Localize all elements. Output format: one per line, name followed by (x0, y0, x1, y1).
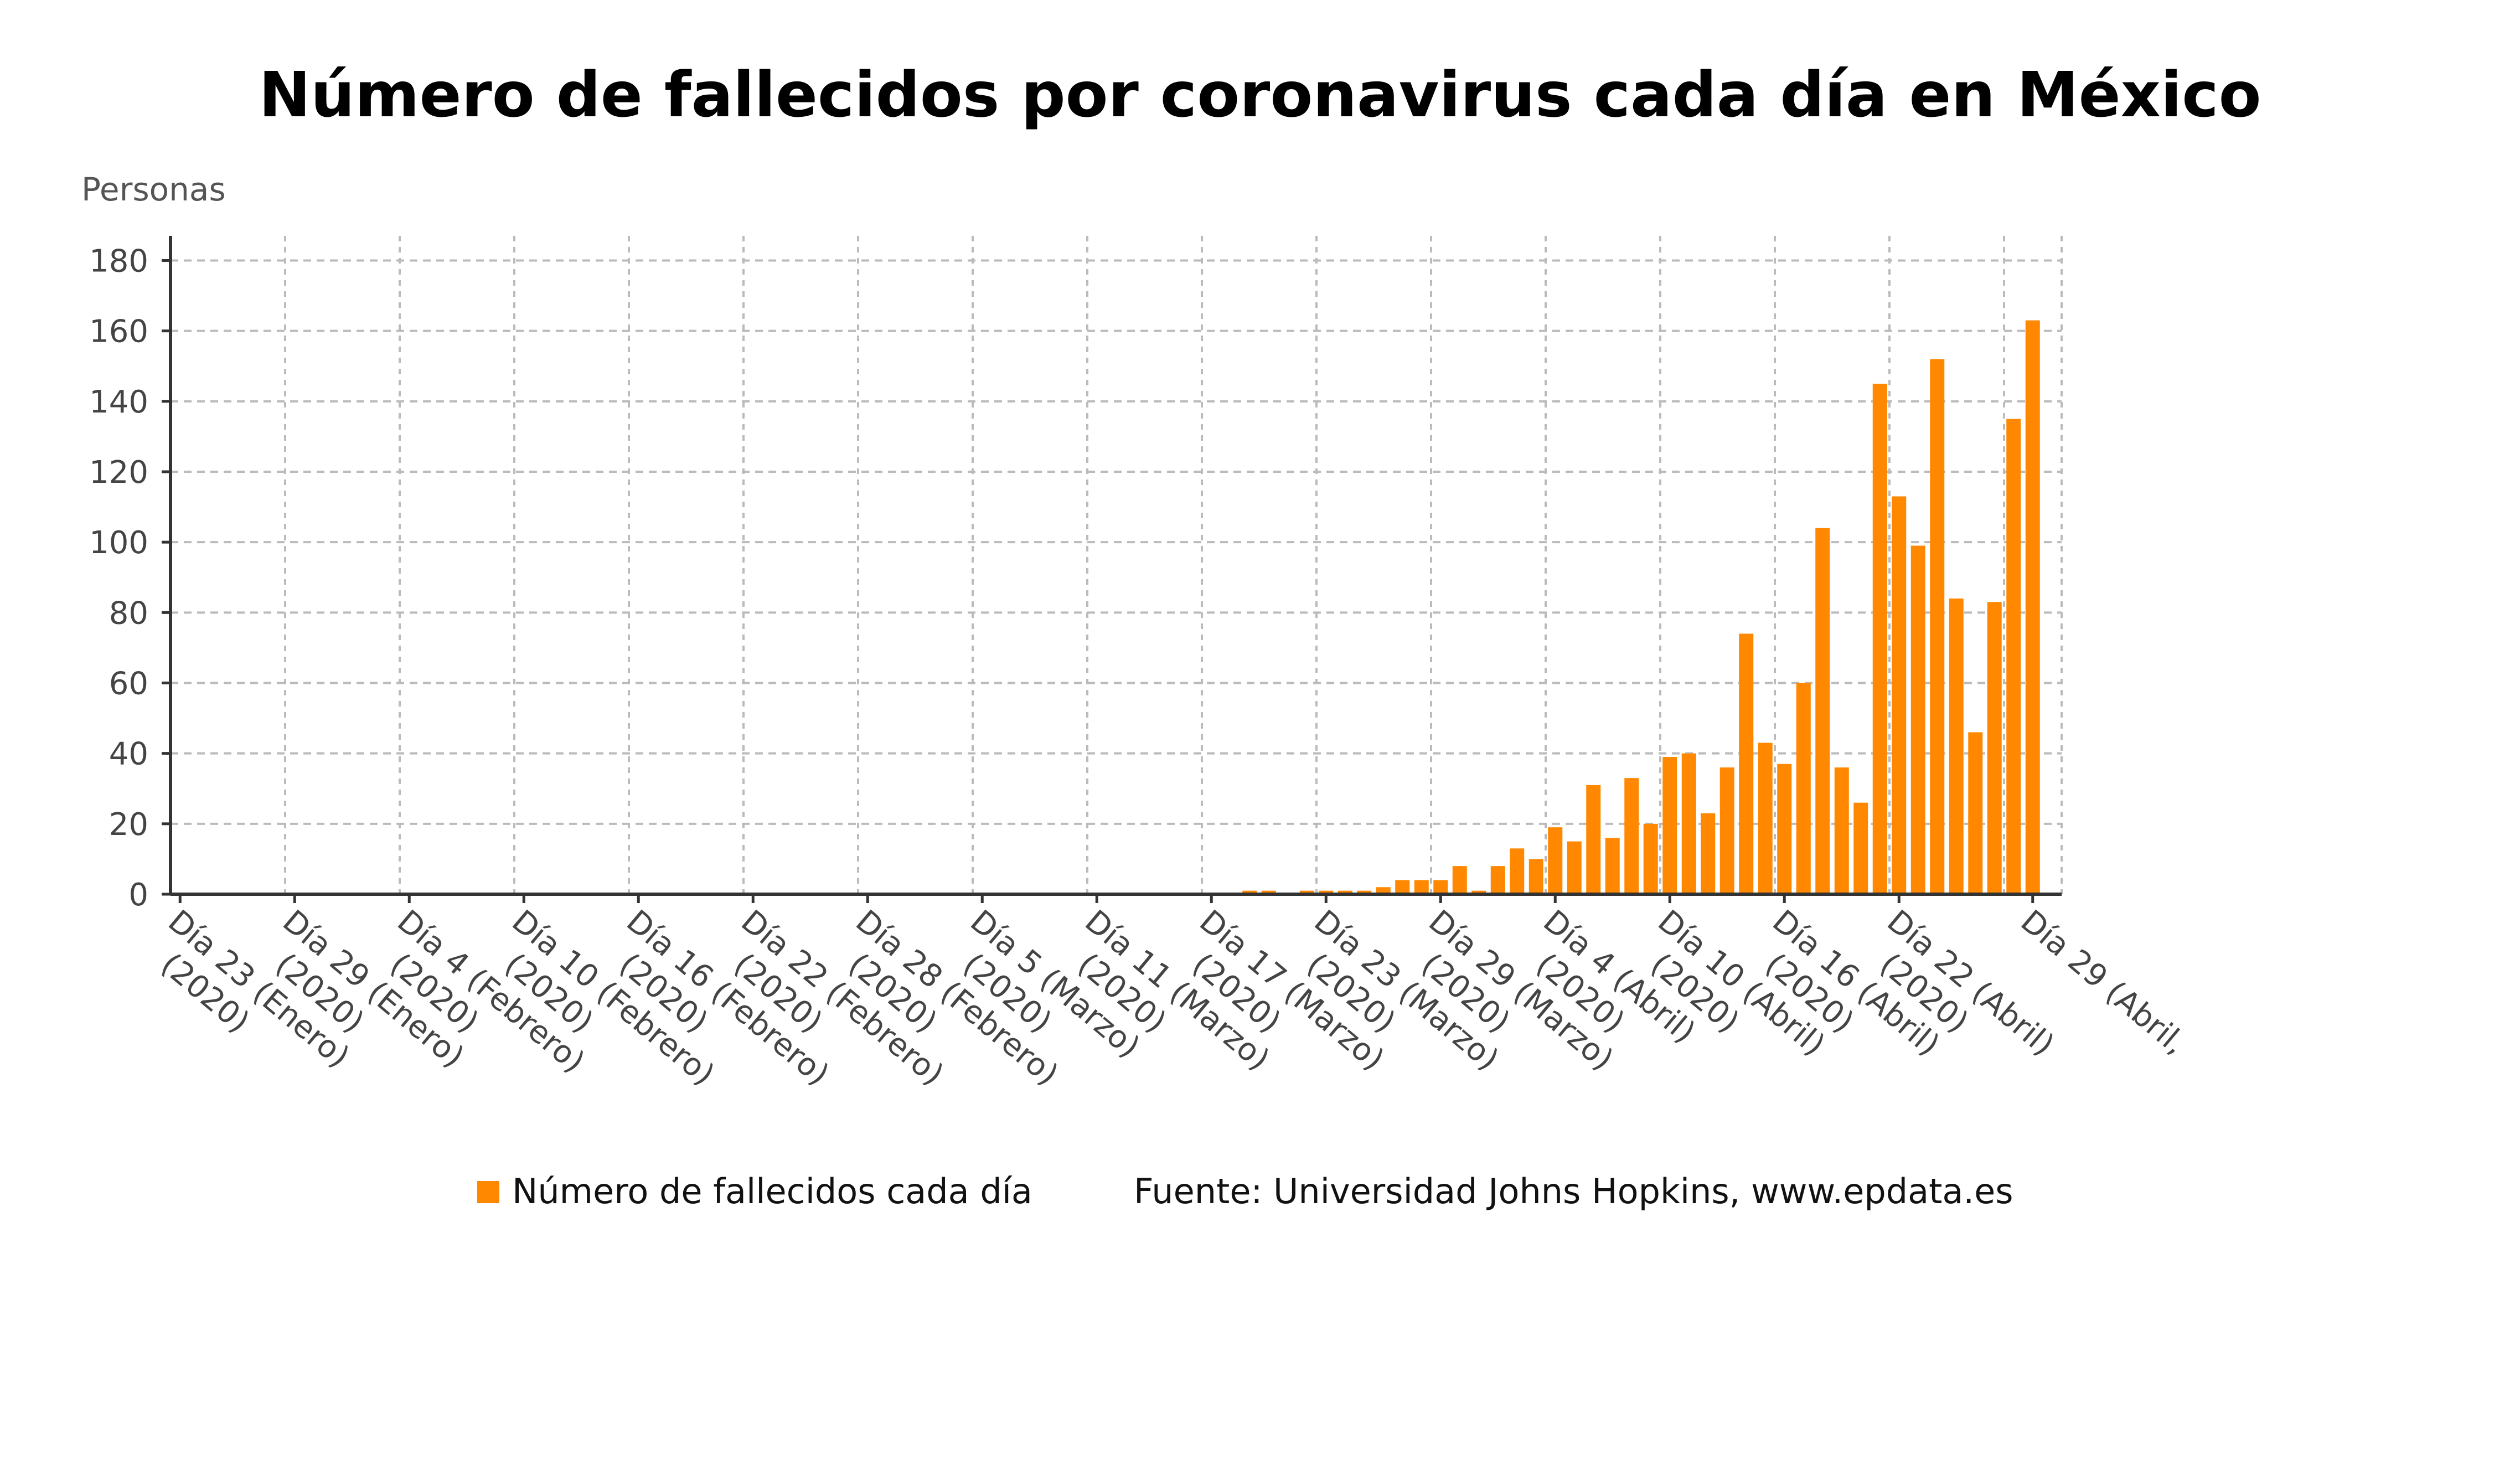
bar (2006, 419, 2021, 894)
bar (2025, 320, 2040, 895)
bar (1452, 866, 1467, 894)
bar (1605, 838, 1620, 894)
bar (1586, 785, 1601, 894)
axes (169, 236, 2062, 896)
bar (1949, 598, 1964, 894)
y-tick-label: 0 (128, 877, 148, 913)
bar (1872, 384, 1887, 894)
bar (1548, 827, 1563, 894)
bar (1299, 890, 1314, 894)
x-ticks: Día 23 (Enero)(2020) Día 29 (Enero)(2020)… (154, 894, 2193, 1093)
bar (1414, 880, 1429, 894)
bar (1815, 528, 1830, 894)
bar (1758, 742, 1773, 894)
y-axis-label: Personas (81, 171, 226, 208)
bar (1624, 778, 1639, 894)
bar (1719, 767, 1734, 894)
bar (1528, 859, 1543, 894)
bar (1739, 633, 1754, 894)
bar (1510, 848, 1525, 894)
legend-swatch (477, 1181, 499, 1203)
y-tick-label: 20 (109, 807, 148, 843)
bar (1834, 767, 1849, 894)
bar (1892, 496, 1907, 894)
legend-label: Número de fallecidos cada día (512, 1171, 1032, 1211)
source-note: Fuente: Universidad Johns Hopkins, www.e… (1134, 1171, 2013, 1211)
bar (1376, 887, 1391, 894)
bar (1357, 890, 1372, 894)
bar (1242, 890, 1257, 894)
bar (1643, 823, 1658, 894)
bar (1987, 602, 2002, 894)
bar (1490, 866, 1505, 894)
bar (1471, 890, 1486, 894)
bar (1968, 732, 1983, 894)
bar (1338, 890, 1352, 894)
legend: Número de fallecidos cada día Fuente: Un… (477, 1171, 2013, 1211)
bar (1261, 890, 1276, 894)
bar (1395, 880, 1410, 894)
bar (1930, 359, 1945, 894)
bar (1853, 802, 1868, 894)
bar (1662, 757, 1677, 894)
bar (1796, 683, 1811, 894)
y-tick-label: 60 (109, 666, 148, 702)
bar (1681, 753, 1696, 894)
y-tick-label: 40 (109, 736, 148, 772)
bar (1433, 880, 1448, 894)
gridlines (171, 236, 2063, 894)
y-tick-label: 140 (89, 384, 148, 420)
y-tick-label: 120 (89, 455, 148, 491)
y-tick-label: 100 (89, 525, 148, 561)
bar (1701, 813, 1716, 894)
bar (1910, 545, 1925, 894)
y-tick-label: 180 (89, 244, 148, 280)
bar (1319, 890, 1334, 894)
bar (1567, 841, 1582, 894)
bars (1242, 320, 2040, 895)
y-ticks: 0 20 40 60 80 100 120 140 160 180 (89, 244, 171, 913)
chart-title: Número de fallecidos por coronavirus cad… (259, 59, 2261, 131)
y-tick-label: 160 (89, 314, 148, 350)
bar (1777, 764, 1792, 894)
y-tick-label: 80 (109, 595, 148, 631)
